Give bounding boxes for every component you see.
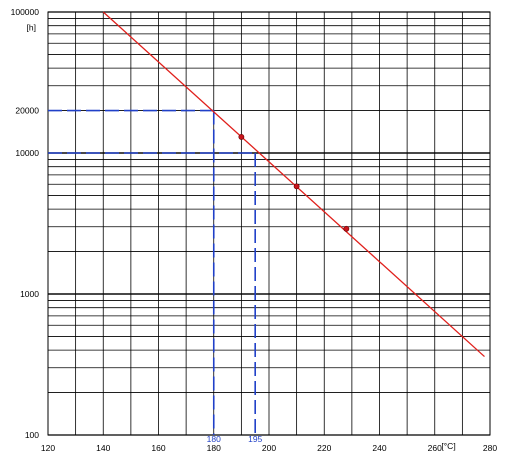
- x-tick-label: 200: [262, 443, 276, 453]
- vertical-gridlines: [47, 12, 491, 435]
- y-tick-label: 100: [25, 430, 39, 440]
- y-tick-label: 1000: [20, 289, 39, 299]
- data-point: [238, 134, 245, 140]
- x-axis-label: [°C]: [441, 441, 455, 451]
- guide-label: 195: [248, 434, 262, 444]
- guide-label: 180: [207, 434, 221, 444]
- x-tick-label: 240: [372, 443, 386, 453]
- x-tick-label: 120: [41, 443, 55, 453]
- y-tick-label: 10000: [15, 148, 39, 158]
- x-tick-label: 180: [207, 443, 221, 453]
- plot-frame: [47, 11, 491, 436]
- y-tick-label: 20000: [15, 106, 39, 116]
- y-axis-label: [h]: [27, 23, 36, 33]
- x-tick-labels: 120 140 160 180 200 220 240 260 280: [41, 443, 497, 453]
- x-tick-label: 160: [151, 443, 165, 453]
- y-tick-label: 100000: [11, 7, 40, 17]
- guide-labels: 180 195: [207, 434, 263, 444]
- series-layer: [102, 11, 485, 358]
- x-tick-label: 140: [96, 443, 110, 453]
- x-tick-label: 220: [317, 443, 331, 453]
- data-point: [343, 225, 350, 232]
- y-tick-labels: 100 1000 10000 20000 100000: [11, 7, 40, 440]
- x-tick-label: 280: [483, 443, 497, 453]
- data-point: [293, 183, 300, 190]
- guide-lines: [48, 109, 256, 435]
- fit-line: [102, 11, 485, 358]
- x-tick-label: 260: [428, 443, 442, 453]
